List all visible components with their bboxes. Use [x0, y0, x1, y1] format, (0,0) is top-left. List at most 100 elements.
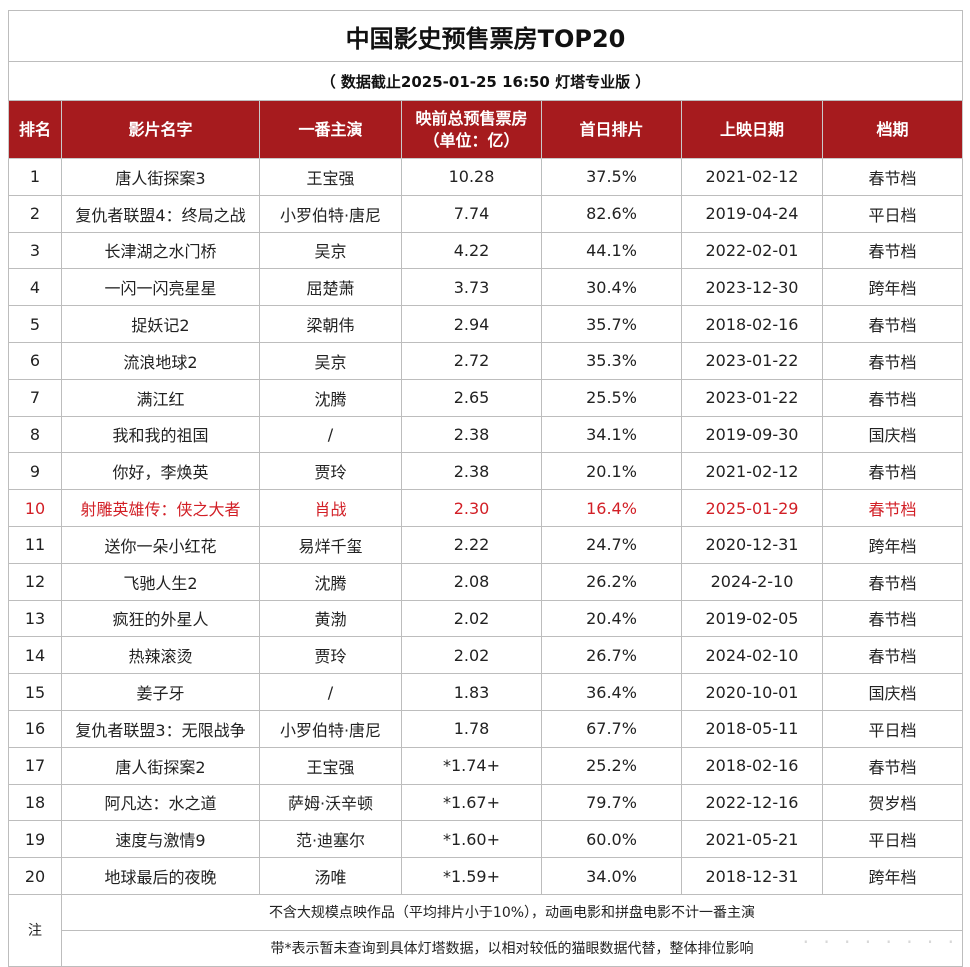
- presale-value-cell: 1.78: [402, 710, 542, 747]
- lead-actor-cell: 王宝强: [260, 747, 402, 784]
- lead-actor-cell: 黄渤: [260, 600, 402, 637]
- presale-value-cell: *1.74+: [402, 747, 542, 784]
- period-cell: 平日档: [823, 195, 963, 232]
- presale-value-cell: *1.67+: [402, 784, 542, 821]
- header-lead: 一番主演: [260, 101, 402, 159]
- presale-value-cell: 7.74: [402, 195, 542, 232]
- film-name-cell: 复仇者联盟3：无限战争: [62, 710, 260, 747]
- first-day-share-cell: 16.4%: [542, 490, 682, 527]
- first-day-share-cell: 20.1%: [542, 453, 682, 490]
- lead-actor-cell: 小罗伯特·唐尼: [260, 195, 402, 232]
- data-source-note: （ 数据截止2025-01-25 16:50 灯塔专业版 ）: [9, 62, 963, 101]
- header-presale: 映前总预售票房 （单位：亿）: [402, 101, 542, 159]
- period-cell: 春节档: [823, 600, 963, 637]
- presale-value-cell: 2.22: [402, 526, 542, 563]
- header-period: 档期: [823, 101, 963, 159]
- film-name-cell: 阿凡达：水之道: [62, 784, 260, 821]
- release-date-cell: 2022-12-16: [682, 784, 823, 821]
- film-name-cell: 复仇者联盟4：终局之战: [62, 195, 260, 232]
- release-date-cell: 2019-02-05: [682, 600, 823, 637]
- lead-actor-cell: 肖战: [260, 490, 402, 527]
- period-cell: 国庆档: [823, 674, 963, 711]
- lead-actor-cell: 汤唯: [260, 858, 402, 895]
- film-name-cell: 我和我的祖国: [62, 416, 260, 453]
- film-name-cell: 射雕英雄传：侠之大者: [62, 490, 260, 527]
- rank-cell: 16: [9, 710, 62, 747]
- first-day-share-cell: 82.6%: [542, 195, 682, 232]
- first-day-share-cell: 44.1%: [542, 232, 682, 269]
- rank-cell: 14: [9, 637, 62, 674]
- period-cell: 国庆档: [823, 416, 963, 453]
- note-row: 注不含大规模点映作品（平均排片小于10%），动画电影和拼盘电影不计一番主演: [9, 894, 963, 930]
- period-cell: 春节档: [823, 159, 963, 196]
- period-cell: 春节档: [823, 747, 963, 784]
- rank-cell: 12: [9, 563, 62, 600]
- lead-actor-cell: 吴京: [260, 232, 402, 269]
- header-first-day: 首日排片: [542, 101, 682, 159]
- rank-cell: 6: [9, 342, 62, 379]
- presale-value-cell: 2.38: [402, 453, 542, 490]
- release-date-cell: 2021-05-21: [682, 821, 823, 858]
- presale-value-cell: 2.02: [402, 637, 542, 674]
- release-date-cell: 2019-09-30: [682, 416, 823, 453]
- film-name-cell: 姜子牙: [62, 674, 260, 711]
- presale-value-cell: 2.30: [402, 490, 542, 527]
- release-date-cell: 2020-10-01: [682, 674, 823, 711]
- presale-value-cell: 3.73: [402, 269, 542, 306]
- release-date-cell: 2018-05-11: [682, 710, 823, 747]
- first-day-share-cell: 35.7%: [542, 306, 682, 343]
- first-day-share-cell: 34.1%: [542, 416, 682, 453]
- period-cell: 春节档: [823, 637, 963, 674]
- first-day-share-cell: 20.4%: [542, 600, 682, 637]
- release-date-cell: 2021-02-12: [682, 453, 823, 490]
- film-name-cell: 满江红: [62, 379, 260, 416]
- rank-cell: 3: [9, 232, 62, 269]
- film-name-cell: 你好，李焕英: [62, 453, 260, 490]
- header-release: 上映日期: [682, 101, 823, 159]
- film-name-cell: 长津湖之水门桥: [62, 232, 260, 269]
- presale-value-cell: 2.94: [402, 306, 542, 343]
- film-name-cell: 捉妖记2: [62, 306, 260, 343]
- presale-value-cell: *1.60+: [402, 821, 542, 858]
- period-cell: 春节档: [823, 232, 963, 269]
- release-date-cell: 2023-01-22: [682, 379, 823, 416]
- rank-cell: 11: [9, 526, 62, 563]
- film-name-cell: 流浪地球2: [62, 342, 260, 379]
- presale-value-cell: 2.72: [402, 342, 542, 379]
- rank-cell: 7: [9, 379, 62, 416]
- lead-actor-cell: /: [260, 674, 402, 711]
- first-day-share-cell: 67.7%: [542, 710, 682, 747]
- header-row: 排名 影片名字 一番主演 映前总预售票房 （单位：亿） 首日排片 上映日期 档期: [9, 101, 963, 159]
- release-date-cell: 2024-2-10: [682, 563, 823, 600]
- release-date-cell: 2018-02-16: [682, 747, 823, 784]
- rank-cell: 13: [9, 600, 62, 637]
- lead-actor-cell: 屈楚萧: [260, 269, 402, 306]
- film-name-cell: 飞驰人生2: [62, 563, 260, 600]
- lead-actor-cell: 贾玲: [260, 637, 402, 674]
- lead-actor-cell: 易烊千玺: [260, 526, 402, 563]
- period-cell: 春节档: [823, 490, 963, 527]
- rank-cell: 1: [9, 159, 62, 196]
- rank-cell: 17: [9, 747, 62, 784]
- release-date-cell: 2025-01-29: [682, 490, 823, 527]
- presale-value-cell: 2.08: [402, 563, 542, 600]
- header-presale-line1: 映前总预售票房: [402, 108, 541, 130]
- presale-value-cell: 2.38: [402, 416, 542, 453]
- period-cell: 跨年档: [823, 858, 963, 895]
- lead-actor-cell: /: [260, 416, 402, 453]
- period-cell: 跨年档: [823, 526, 963, 563]
- period-cell: 春节档: [823, 342, 963, 379]
- rank-cell: 8: [9, 416, 62, 453]
- film-name-cell: 唐人街探案2: [62, 747, 260, 784]
- presale-value-cell: *1.59+: [402, 858, 542, 895]
- presale-table: 中国影史预售票房TOP20 （ 数据截止2025-01-25 16:50 灯塔专…: [8, 10, 963, 967]
